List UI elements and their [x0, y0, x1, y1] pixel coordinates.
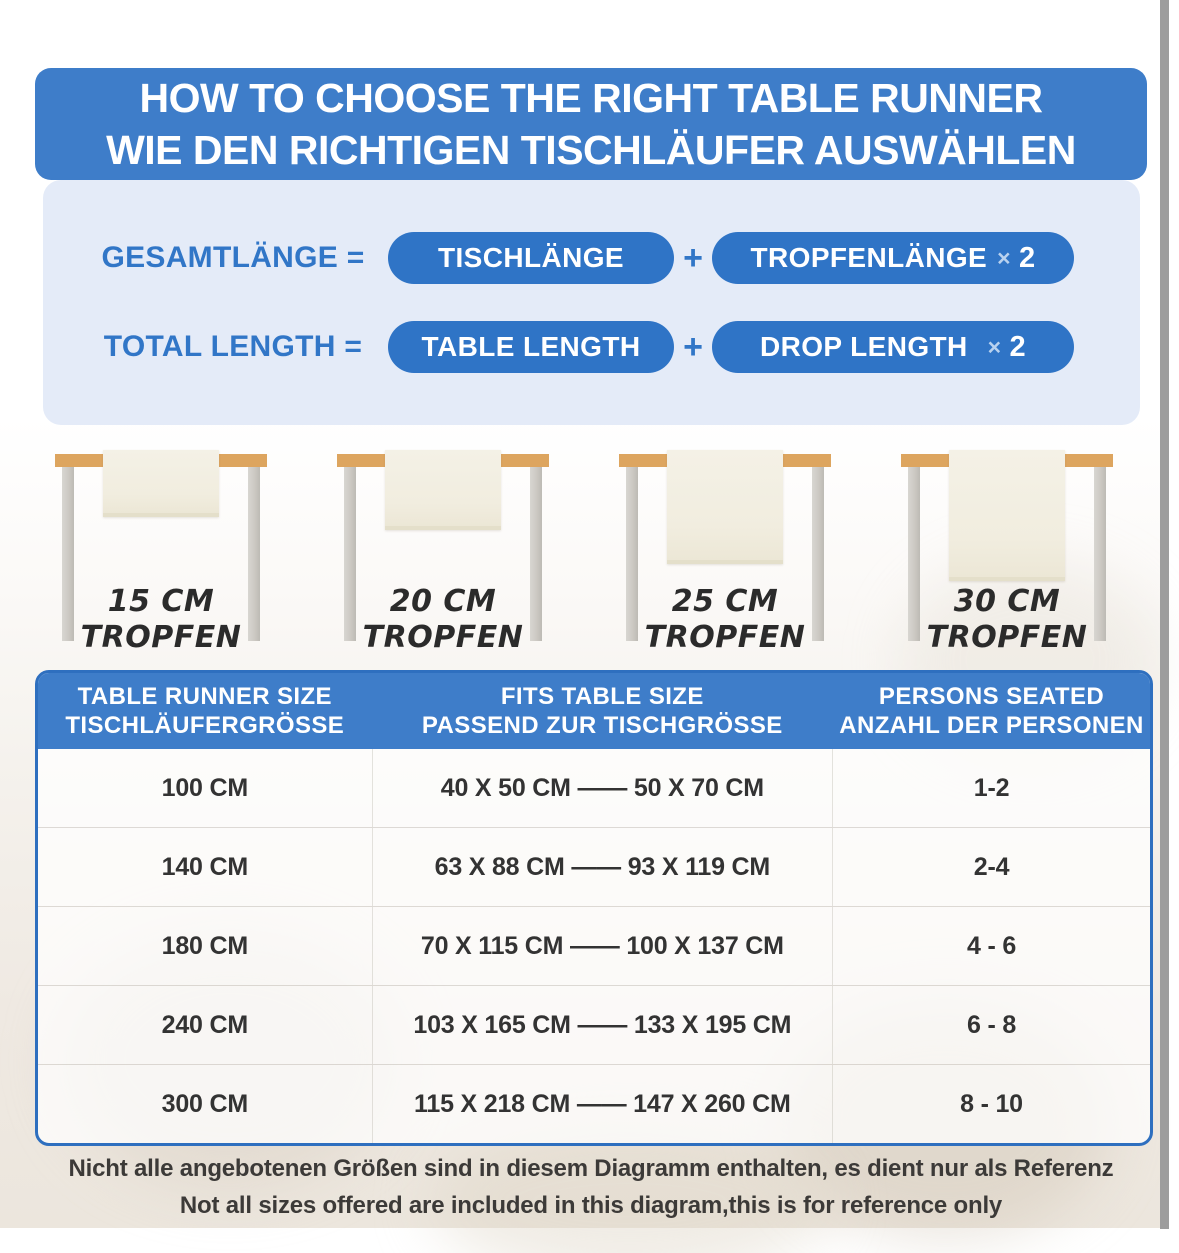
table-row: 240 CM 103 X 165 CM —— 133 X 195 CM 6 - …: [38, 985, 1150, 1064]
formula-label-en: TOTAL LENGTH =: [103, 330, 363, 363]
table-row: 140 CM 63 X 88 CM —— 93 X 119 CM 2-4: [38, 827, 1150, 906]
fits-size-cell: 115 X 218 CM —— 147 X 260 CM: [371, 1065, 834, 1143]
header-line-en: PERSONS SEATED: [878, 683, 1105, 710]
header-line-en: FITS TABLE SIZE: [500, 683, 704, 710]
table-leg: [248, 466, 260, 641]
table-leg: [812, 466, 824, 641]
column-header-runner-size: TABLE RUNNER SIZE TISCHLÄUFERGRÖSSE: [38, 673, 372, 749]
table-graphic: [337, 450, 549, 646]
column-header-persons-seated: PERSONS SEATED ANZAHL DER PERSONEN: [833, 673, 1150, 749]
illustration-drop-30cm: 30 CM TROPFEN: [866, 438, 1148, 670]
drop-label: 30 CM TROPFEN: [866, 584, 1148, 656]
formula-pill-table-length-en: TABLE LENGTH: [388, 321, 674, 373]
illustration-drop-15cm: 15 CM TROPFEN: [20, 438, 302, 670]
drop-label: 20 CM TROPFEN: [302, 584, 584, 656]
table-runner: [385, 450, 501, 530]
table-row: 100 CM 40 X 50 CM —— 50 X 70 CM 1-2: [38, 749, 1150, 827]
fits-size-cell: 103 X 165 CM —— 133 X 195 CM: [371, 986, 834, 1064]
illustration-drop-25cm: 25 CM TROPFEN: [584, 438, 866, 670]
formula-row-german: GESAMTLÄNGE = TISCHLÄNGE + TROPFENLÄNGE …: [43, 232, 1140, 284]
drop-word: TROPFEN: [80, 620, 242, 655]
formula-panel: GESAMTLÄNGE = TISCHLÄNGE + TROPFENLÄNGE …: [43, 180, 1140, 425]
right-edge-strip: [1160, 0, 1169, 1229]
reference-note-german: Nicht alle angebotenen Größen sind in di…: [68, 1155, 1114, 1182]
table-leg: [530, 466, 542, 641]
drop-label: 25 CM TROPFEN: [584, 584, 866, 656]
table-runner: [949, 450, 1065, 581]
runner-size-cell: 240 CM: [161, 1010, 249, 1039]
table-graphic: [55, 450, 267, 646]
persons-cell: 6 - 8: [967, 1010, 1017, 1039]
runner-size-cell: 140 CM: [161, 852, 249, 881]
header-line-en: TABLE RUNNER SIZE: [77, 683, 332, 710]
header-line-de: PASSEND ZUR TISCHGRÖSSE: [421, 712, 783, 739]
persons-cell: 2-4: [973, 852, 1010, 881]
drop-word: TROPFEN: [644, 620, 806, 655]
formula-pill-drop-length-en: DROP LENGTH × 2: [712, 321, 1074, 373]
fits-size-cell: 70 X 115 CM —— 100 X 137 CM: [371, 907, 834, 985]
illustration-drop-20cm: 20 CM TROPFEN: [302, 438, 584, 670]
table-runner: [103, 450, 219, 517]
table-row: 180 CM 70 X 115 CM —— 100 X 137 CM 4 - 6: [38, 906, 1150, 985]
title-english: HOW TO CHOOSE THE RIGHT TABLE RUNNER: [139, 75, 1043, 121]
runner-size-cell: 300 CM: [161, 1089, 249, 1118]
multiply-factor: 2: [1018, 241, 1036, 274]
table-runner: [667, 450, 783, 564]
runner-size-cell: 100 CM: [161, 773, 249, 802]
fits-size-cell: 40 X 50 CM —— 50 X 70 CM: [371, 749, 834, 827]
drop-size: 25 CM: [671, 584, 779, 619]
table-graphic: [901, 450, 1113, 646]
title-banner: HOW TO CHOOSE THE RIGHT TABLE RUNNER WIE…: [35, 68, 1147, 180]
table-leg: [626, 466, 638, 641]
formula-pill-table-length-de: TISCHLÄNGE: [388, 232, 674, 284]
size-chart-table: TABLE RUNNER SIZE TISCHLÄUFERGRÖSSE FITS…: [35, 670, 1153, 1146]
header-line-de: ANZAHL DER PERSONEN: [839, 712, 1144, 739]
persons-cell: 4 - 6: [967, 931, 1017, 960]
table-leg: [908, 466, 920, 641]
table-leg: [344, 466, 356, 641]
table-leg: [62, 466, 74, 641]
table-graphic: [619, 450, 831, 646]
table-row: 300 CM 115 X 218 CM —— 147 X 260 CM 8 - …: [38, 1064, 1150, 1143]
drop-size: 15 CM: [107, 584, 215, 619]
drop-label: 15 CM TROPFEN: [20, 584, 302, 656]
reference-note: Nicht alle angebotenen Größen sind in di…: [35, 1150, 1147, 1224]
persons-cell: 8 - 10: [960, 1089, 1023, 1118]
drop-illustrations: 15 CM TROPFEN 20 CM TROPFEN: [20, 438, 1147, 670]
drop-length-label-de: TROPFENLÄNGE: [750, 242, 988, 273]
multiply-sign: ×: [987, 333, 1002, 360]
formula-pill-drop-length-de: TROPFENLÄNGE × 2: [712, 232, 1074, 284]
persons-cell: 1-2: [973, 773, 1010, 802]
drop-size: 30 CM: [953, 584, 1061, 619]
drop-word: TROPFEN: [362, 620, 524, 655]
header-line-de: TISCHLÄUFERGRÖSSE: [65, 712, 345, 739]
size-chart-header: TABLE RUNNER SIZE TISCHLÄUFERGRÖSSE FITS…: [38, 673, 1150, 749]
reference-note-english: Not all sizes offered are included in th…: [179, 1192, 1003, 1219]
runner-size-cell: 180 CM: [161, 931, 249, 960]
drop-word: TROPFEN: [926, 620, 1088, 655]
multiply-factor: 2: [1009, 330, 1027, 363]
fits-size-cell: 63 X 88 CM —— 93 X 119 CM: [371, 828, 834, 906]
plus-sign: +: [683, 327, 703, 366]
title-german: WIE DEN RICHTIGEN TISCHLÄUFER AUSWÄHLEN: [106, 127, 1076, 173]
formula-row-english: TOTAL LENGTH = TABLE LENGTH + DROP LENGT…: [43, 321, 1140, 373]
column-header-fits-table-size: FITS TABLE SIZE PASSEND ZUR TISCHGRÖSSE: [372, 673, 833, 749]
drop-length-label-en: DROP LENGTH: [759, 331, 968, 362]
plus-sign: +: [683, 238, 703, 277]
multiply-sign: ×: [997, 244, 1011, 271]
table-leg: [1094, 466, 1106, 641]
formula-label-de: GESAMTLÄNGE =: [101, 241, 365, 274]
drop-size: 20 CM: [389, 584, 497, 619]
